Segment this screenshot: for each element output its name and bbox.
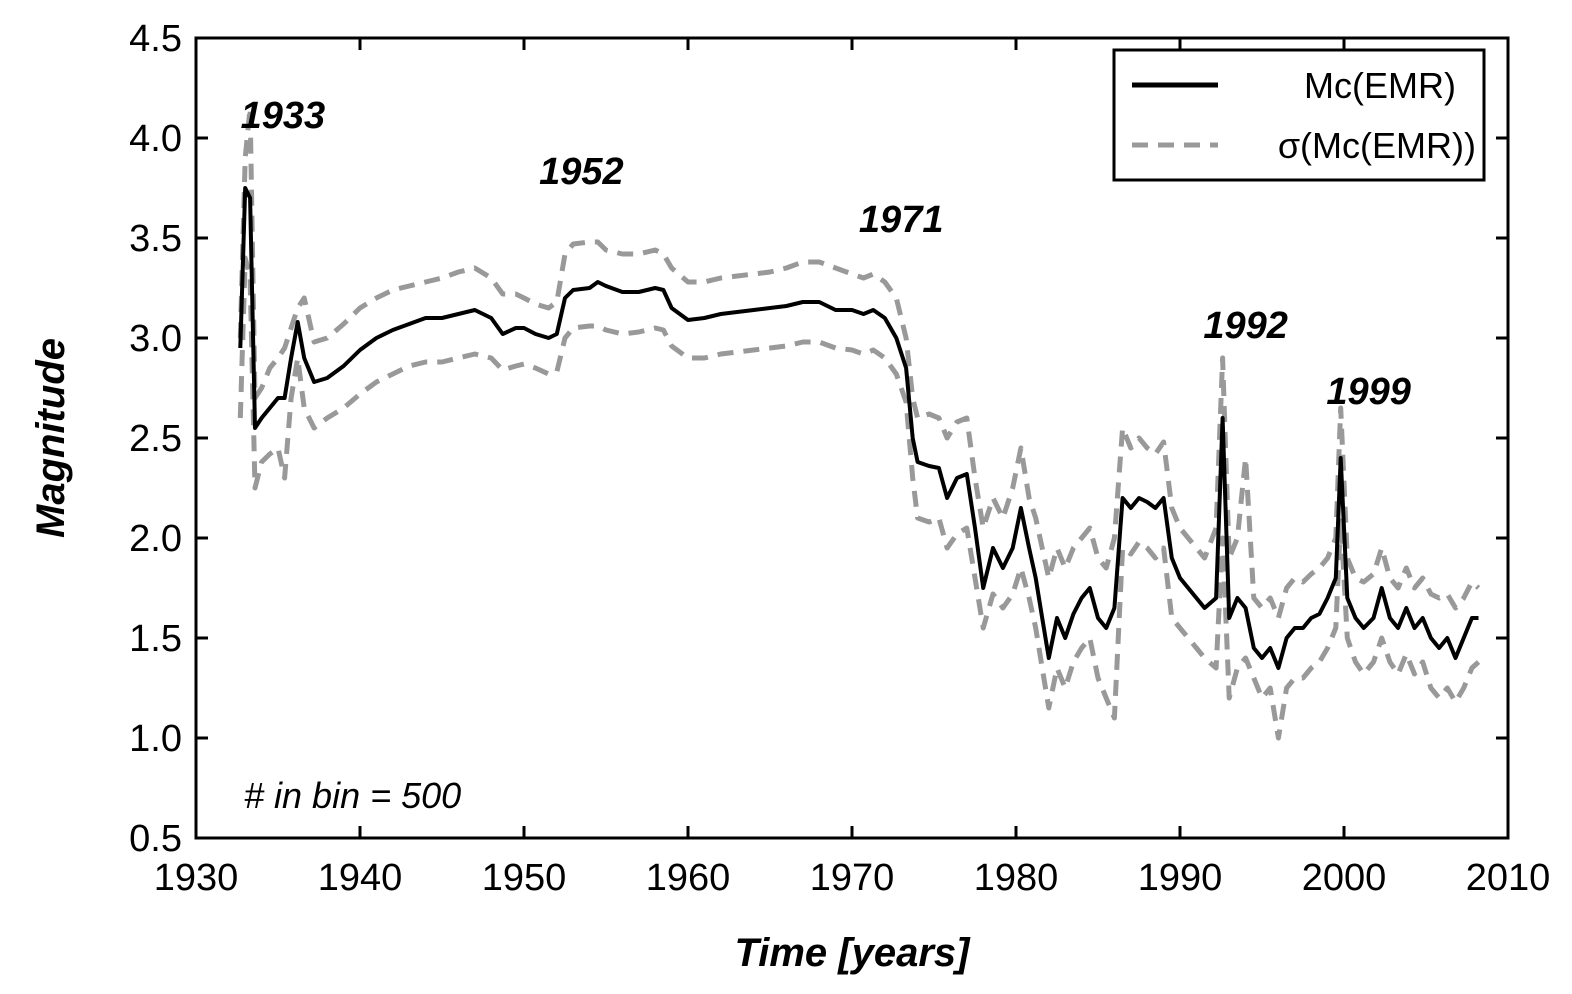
x-tick-label: 1990: [1138, 857, 1223, 899]
legend: Mc(EMR) σ(Mc(EMR)): [1112, 48, 1486, 182]
year-annotation: 1971: [859, 199, 944, 241]
x-tick-label: 1950: [482, 857, 567, 899]
annotations: 1933 1952 1971 1992 1999: [241, 95, 1411, 413]
series-line-sigma-lower: [237, 255, 1481, 741]
y-axis-title: Magnitude: [29, 338, 73, 538]
y-tick-label: 2.5: [129, 418, 182, 460]
y-tick-label: 3.5: [129, 218, 182, 260]
series-line-mc: [238, 186, 1479, 670]
series-line-sigma-upper: [237, 105, 1481, 621]
y-tick-label: 0.5: [129, 818, 182, 860]
axis-ticks: 1930 1940 1950 1960 1970 1980 1990 2000 2010 0.5 1…: [129, 18, 1550, 899]
y-tick-label: 1.0: [129, 718, 182, 760]
y-tick-label: 4.5: [129, 18, 182, 60]
x-tick-label: 1980: [974, 857, 1059, 899]
year-annotation: 1992: [1203, 305, 1288, 347]
x-tick-label: 2000: [1302, 857, 1387, 899]
x-tick-label: 1940: [318, 857, 403, 899]
legend-box: [1112, 48, 1486, 182]
x-tick-label: 1930: [154, 857, 239, 899]
year-annotation: 1952: [539, 151, 624, 193]
year-annotation: 1933: [241, 95, 326, 137]
year-annotation: 1999: [1326, 371, 1411, 413]
x-axis-title: Time [years]: [735, 931, 972, 975]
y-tick-label: 3.0: [129, 318, 182, 360]
x-tick-label: 1970: [810, 857, 895, 899]
series-group: [237, 105, 1481, 741]
legend-label-mc: Mc(EMR): [1304, 65, 1456, 106]
legend-label-sigma: σ(Mc(EMR)): [1278, 125, 1476, 166]
x-tick-label: 1960: [646, 857, 731, 899]
bin-size-note: # in bin = 500: [244, 775, 461, 816]
x-tick-label: 2010: [1466, 857, 1551, 899]
y-tick-label: 2.0: [129, 518, 182, 560]
y-tick-label: 1.5: [129, 618, 182, 660]
y-tick-label: 4.0: [129, 118, 182, 160]
